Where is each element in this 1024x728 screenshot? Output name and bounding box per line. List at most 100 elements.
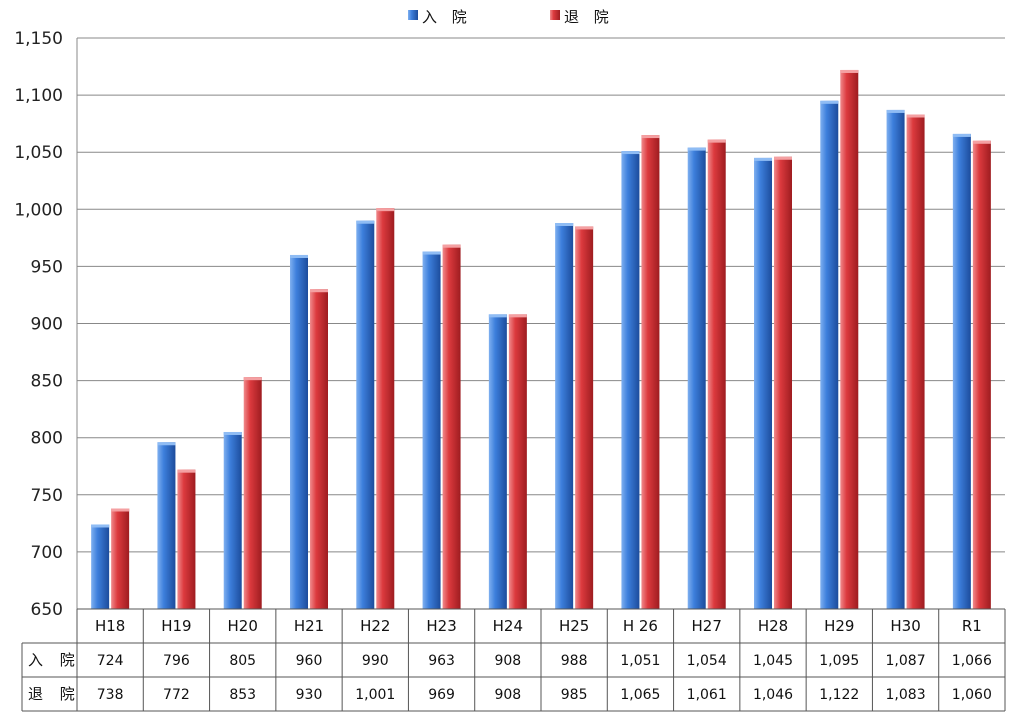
bar-admission-9 (687, 147, 706, 609)
bar-admission-7 (555, 223, 574, 609)
bar-top-discharge-4 (376, 208, 395, 212)
y-tick-label: 700 (31, 543, 63, 563)
bar-discharge-7 (575, 226, 594, 609)
bar-top-admission-9 (687, 147, 706, 151)
table-cell-discharge: 930 (296, 687, 323, 703)
bar-top-admission-11 (820, 100, 839, 104)
bar-discharge-12 (906, 114, 925, 609)
bar-top-admission-2 (223, 431, 242, 435)
bar-top-admission-12 (886, 109, 905, 113)
bar-discharge-3 (310, 289, 328, 609)
bar-top-discharge-8 (641, 135, 660, 139)
x-category-label: H20 (228, 617, 258, 635)
table-cell-admission: 796 (163, 653, 190, 669)
bar-top-admission-8 (621, 151, 640, 155)
x-category-label: H27 (692, 617, 722, 635)
bar-discharge-8 (641, 135, 660, 609)
bar-top-discharge-7 (575, 226, 594, 230)
table-cell-admission: 1,051 (620, 653, 660, 669)
y-tick-label: 750 (31, 486, 63, 506)
legend-swatch-discharge (550, 10, 560, 20)
bar-top-admission-1 (157, 442, 176, 446)
bar-admission-11 (820, 100, 839, 609)
table-cell-discharge: 1,046 (753, 687, 793, 703)
bar-top-discharge-2 (243, 377, 262, 381)
table-row-label: 入 院 (28, 651, 81, 669)
legend-label-discharge: 退 院 (564, 8, 614, 26)
table-cell-admission: 990 (362, 653, 389, 669)
y-tick-label: 950 (31, 257, 63, 277)
y-tick-label: 900 (31, 315, 63, 335)
x-category-label: R1 (962, 617, 982, 635)
bar-top-admission-13 (952, 133, 971, 137)
table-cell-discharge: 1,061 (687, 687, 727, 703)
x-category-label: H29 (824, 617, 854, 635)
y-tick-label: 1,050 (14, 143, 63, 163)
x-category-label: H21 (294, 617, 324, 635)
bar-top-admission-4 (356, 220, 375, 224)
x-category-label: H25 (559, 617, 589, 635)
legend-label-admission: 入 院 (422, 8, 472, 26)
y-tick-label: 1,150 (14, 29, 63, 49)
bar-discharge-11 (840, 69, 859, 609)
bar-discharge-1 (177, 469, 196, 609)
y-tick-label: 1,000 (14, 200, 63, 220)
table-cell-admission: 1,045 (753, 653, 793, 669)
bar-discharge-2 (243, 377, 262, 609)
bar-discharge-9 (707, 139, 726, 609)
table-cell-admission: 908 (494, 653, 521, 669)
bar-discharge-10 (774, 156, 792, 609)
x-category-label: H19 (161, 617, 191, 635)
table-cell-discharge: 772 (163, 687, 190, 703)
bar-top-discharge-6 (508, 314, 527, 318)
y-tick-label: 650 (31, 600, 63, 620)
bar-top-discharge-0 (111, 508, 130, 512)
bar-admission-6 (488, 314, 507, 609)
table-cell-discharge: 1,083 (886, 687, 926, 703)
y-tick-label: 850 (31, 372, 63, 392)
y-tick-label: 800 (31, 429, 63, 449)
bar-admission-3 (290, 254, 308, 610)
bar-top-admission-7 (555, 223, 574, 227)
y-axis: 650 700 750 800 850 900 950 1,000 1,050 1,100 1,15… (14, 29, 78, 620)
y-tick-label: 1,100 (14, 86, 63, 106)
bar-top-discharge-10 (774, 156, 792, 160)
bar-admission-8 (621, 151, 640, 610)
table-cell-discharge: 1,060 (952, 687, 992, 703)
bar-top-admission-0 (91, 524, 110, 528)
table-cell-admission: 1,095 (819, 653, 859, 669)
bar-top-admission-3 (290, 254, 308, 258)
bar-top-admission-5 (422, 251, 441, 255)
x-category-label: H22 (360, 617, 390, 635)
table-row-label: 退 院 (28, 685, 81, 703)
x-category-label: H23 (426, 617, 456, 635)
table-cell-admission: 960 (296, 653, 323, 669)
bar-admission-10 (754, 157, 772, 609)
x-category-label: H24 (493, 617, 523, 635)
table-cell-discharge: 738 (97, 687, 124, 703)
table-cell-admission: 805 (229, 653, 256, 669)
x-category-label: H28 (758, 617, 788, 635)
gridlines (77, 37, 1005, 610)
bar-admission-2 (223, 431, 242, 609)
legend-swatch-admission (408, 10, 418, 20)
bars (91, 69, 991, 610)
bar-top-discharge-11 (840, 69, 859, 73)
table-cell-admission: 1,066 (952, 653, 992, 669)
x-category-label: H 26 (623, 617, 658, 635)
bar-top-admission-10 (754, 157, 772, 161)
bar-admission-12 (886, 109, 905, 610)
bar-admission-5 (422, 251, 441, 609)
bar-top-discharge-1 (177, 469, 196, 473)
table-cell-discharge: 985 (561, 687, 588, 703)
table-cell-discharge: 1,001 (355, 687, 395, 703)
table-cell-admission: 963 (428, 653, 455, 669)
table-cell-discharge: 1,122 (819, 687, 859, 703)
legend: 入 院 退 院 (408, 8, 614, 26)
table-cell-admission: 724 (97, 653, 124, 669)
table-cell-discharge: 1,065 (620, 687, 660, 703)
bar-admission-1 (157, 442, 176, 609)
bar-admission-13 (952, 133, 971, 610)
data-table: H18 H19 H20 H21 H22 H23 H24 H25 H 26 H27 H28 H29 H30… (21, 608, 1006, 712)
